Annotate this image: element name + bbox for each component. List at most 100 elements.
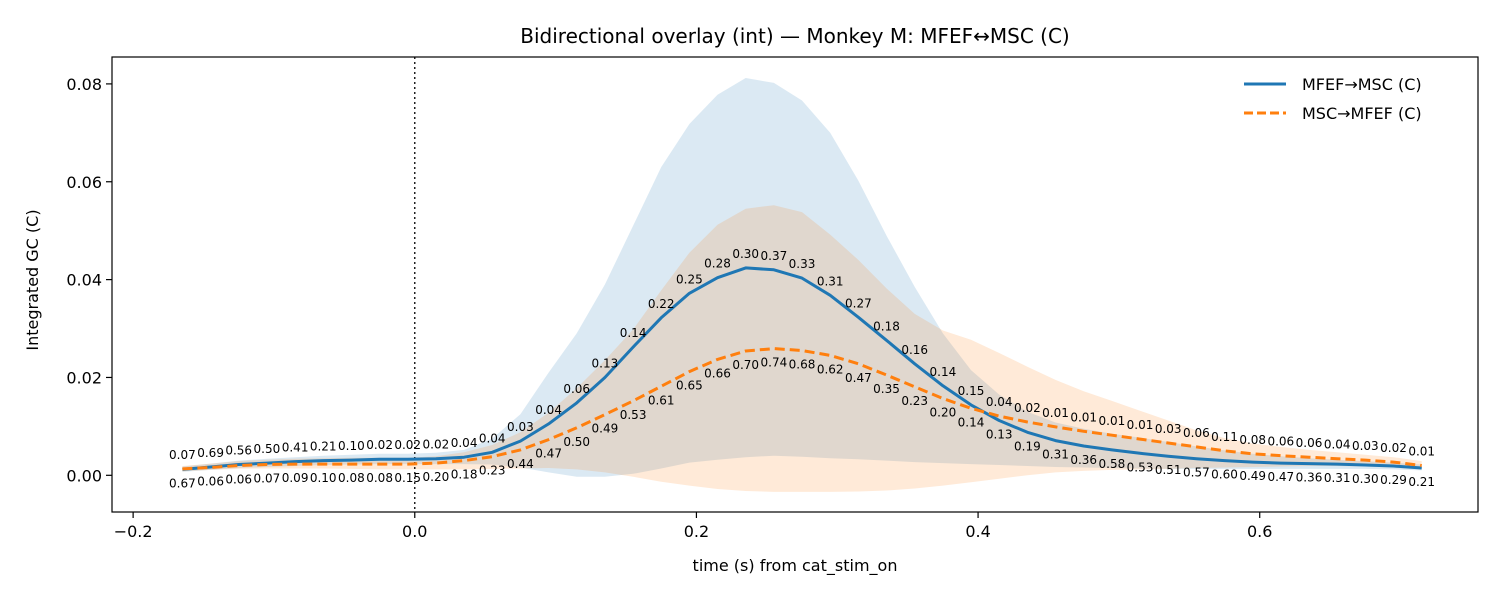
band-msc-mfef-c <box>182 205 1422 492</box>
point-label-msc-mfef-c: 0.65 <box>676 379 703 393</box>
point-label-mfef-msc-c: 0.13 <box>986 428 1013 442</box>
point-label-mfef-msc-c: 0.03 <box>507 420 534 434</box>
point-label-mfef-msc-c: 0.15 <box>958 384 985 398</box>
plot-frame <box>111 56 1479 513</box>
point-label-msc-mfef-c: 0.11 <box>1211 430 1238 444</box>
point-label-msc-mfef-c: 0.14 <box>958 415 985 429</box>
series-line-msc-mfef-c <box>182 347 1422 471</box>
x-axis-label: time (s) from cat_stim_on <box>693 556 898 576</box>
x-axis-ticks: −0.2 0.0 0.2 0.4 0.6 <box>114 512 1272 541</box>
y-tick-label: 0.06 <box>66 173 102 192</box>
point-label-mfef-msc-c: 0.60 <box>1211 468 1238 482</box>
x-tick-label: 0.2 <box>684 522 709 541</box>
point-label-mfef-msc-c: 0.13 <box>592 357 619 371</box>
point-label-msc-mfef-c: 0.03 <box>1155 422 1182 436</box>
point-label-msc-mfef-c: 0.47 <box>535 447 562 461</box>
legend: MFEF→MSC (C) MSC→MFEF (C) <box>1244 75 1422 123</box>
point-label-msc-mfef-c: 0.18 <box>451 468 478 482</box>
point-label-msc-mfef-c: 0.01 <box>1127 418 1154 432</box>
point-label-msc-mfef-c: 0.06 <box>225 473 252 487</box>
x-tick-label: 0.6 <box>1247 522 1272 541</box>
point-label-mfef-msc-c: 0.58 <box>1099 457 1126 471</box>
point-label-msc-mfef-c: 0.02 <box>1014 401 1041 415</box>
point-label-msc-mfef-c: 0.04 <box>1324 438 1351 452</box>
y-tick-label: 0.04 <box>66 271 102 290</box>
y-tick-label: 0.08 <box>66 75 102 94</box>
point-label-mfef-msc-c: 0.22 <box>648 297 675 311</box>
point-label-mfef-msc-c: 0.04 <box>479 431 506 445</box>
point-label-msc-mfef-c: 0.01 <box>1042 406 1069 420</box>
point-label-msc-mfef-c: 0.53 <box>620 408 647 422</box>
point-label-mfef-msc-c: 0.30 <box>1352 472 1379 486</box>
x-tick-label: −0.2 <box>114 522 153 541</box>
point-label-mfef-msc-c: 0.33 <box>789 257 816 271</box>
point-label-msc-mfef-c: 0.20 <box>423 470 450 484</box>
point-label-msc-mfef-c: 0.01 <box>1099 414 1126 428</box>
point-label-msc-mfef-c: 0.70 <box>732 358 759 372</box>
point-label-mfef-msc-c: 0.53 <box>1127 460 1154 474</box>
point-label-msc-mfef-c: 0.06 <box>1267 435 1294 449</box>
point-label-msc-mfef-c: 0.74 <box>761 356 788 370</box>
point-label-msc-mfef-c: 0.01 <box>1070 410 1097 424</box>
x-tick-label: 0.0 <box>402 522 427 541</box>
x-tick-label: 0.4 <box>965 522 990 541</box>
series-lines <box>182 266 1422 471</box>
point-label-mfef-msc-c: 0.56 <box>225 444 252 458</box>
point-label-mfef-msc-c: 0.14 <box>930 365 957 379</box>
y-tick-label: 0.00 <box>66 466 102 485</box>
point-label-mfef-msc-c: 0.31 <box>1042 448 1069 462</box>
point-label-mfef-msc-c: 0.14 <box>620 326 647 340</box>
point-label-msc-mfef-c: 0.23 <box>901 394 928 408</box>
point-label-msc-mfef-c: 0.47 <box>845 371 872 385</box>
point-label-mfef-msc-c: 0.16 <box>901 343 928 357</box>
point-label-mfef-msc-c: 0.50 <box>254 442 281 456</box>
point-label-mfef-msc-c: 0.57 <box>1183 466 1210 480</box>
point-label-msc-mfef-c: 0.62 <box>817 362 844 376</box>
series-line-mfef-msc-c <box>182 266 1422 471</box>
point-label-mfef-msc-c: 0.19 <box>1014 439 1041 453</box>
point-label-mfef-msc-c: 0.02 <box>394 438 421 452</box>
point-label-mfef-msc-c: 0.10 <box>338 439 365 453</box>
point-label-mfef-msc-c: 0.06 <box>563 382 590 396</box>
point-label-msc-mfef-c: 0.06 <box>197 475 224 489</box>
point-label-msc-mfef-c: 0.61 <box>648 393 675 407</box>
point-label-mfef-msc-c: 0.69 <box>197 446 224 460</box>
y-tick-label: 0.02 <box>66 368 102 387</box>
point-label-msc-mfef-c: 0.66 <box>704 366 731 380</box>
point-label-mfef-msc-c: 0.25 <box>676 272 703 286</box>
point-label-msc-mfef-c: 0.15 <box>394 471 421 485</box>
point-label-mfef-msc-c: 0.28 <box>704 257 731 271</box>
point-label-msc-mfef-c: 0.08 <box>366 471 393 485</box>
y-axis-ticks: 0.00 0.02 0.04 0.06 0.08 <box>66 75 112 485</box>
point-label-mfef-msc-c: 0.47 <box>1267 470 1294 484</box>
point-label-msc-mfef-c: 0.23 <box>479 464 506 478</box>
legend-label-msc-mfef: MSC→MFEF (C) <box>1302 104 1422 123</box>
point-label-msc-mfef-c: 0.01 <box>1408 445 1435 459</box>
point-label-mfef-msc-c: 0.41 <box>282 441 309 455</box>
point-labels: 0.670.07 0.690.060.560.060.500.070.410.09… <box>169 247 1435 491</box>
point-label-mfef-msc-c: 0.30 <box>732 247 759 261</box>
point-label-msc-mfef-c: 0.35 <box>873 382 900 396</box>
point-label-mfef-msc-c: 0.18 <box>873 319 900 333</box>
point-label-msc-mfef-c: 0.20 <box>930 406 957 420</box>
point-label-mfef-msc-c: 0.04 <box>535 403 562 417</box>
point-label-mfef-msc-c: 0.02 <box>423 438 450 452</box>
point-label-mfef-msc-c: 0.36 <box>1070 453 1097 467</box>
point-label-mfef-msc-c: 0.36 <box>1296 471 1323 485</box>
point-label-mfef-msc-c: 0.37 <box>761 249 788 263</box>
point-label-msc-mfef-c: 0.08 <box>1239 433 1266 447</box>
point-label-msc-mfef-c: 0.07 <box>169 448 196 462</box>
point-label-msc-mfef-c: 0.03 <box>1352 439 1379 453</box>
point-label-msc-mfef-c: 0.09 <box>282 471 309 485</box>
point-label-msc-mfef-c: 0.06 <box>1296 436 1323 450</box>
point-label-msc-mfef-c: 0.44 <box>507 457 534 471</box>
point-label-msc-mfef-c: 0.02 <box>1380 441 1407 455</box>
point-label-mfef-msc-c: 0.21 <box>1408 475 1435 489</box>
point-label-mfef-msc-c: 0.29 <box>1380 473 1407 487</box>
legend-label-mfef-msc: MFEF→MSC (C) <box>1302 75 1422 94</box>
point-label-msc-mfef-c: 0.49 <box>592 422 619 436</box>
point-label-mfef-msc-c: 0.04 <box>451 436 478 450</box>
point-label-msc-mfef-c: 0.50 <box>563 435 590 449</box>
